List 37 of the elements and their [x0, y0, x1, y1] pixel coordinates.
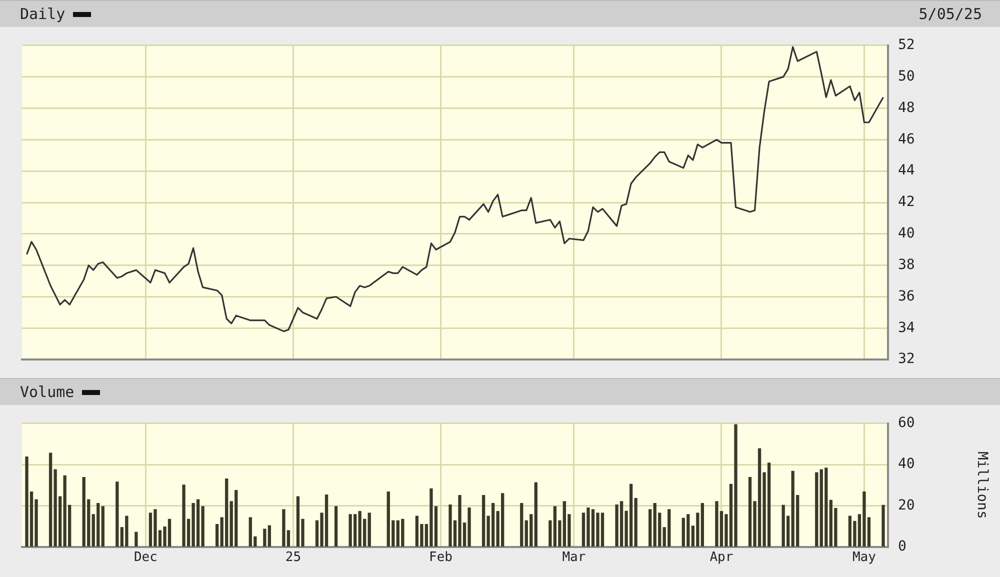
bar	[648, 509, 652, 547]
bar	[334, 506, 338, 547]
x-tick-label: 25	[285, 550, 302, 566]
x-tick-label: Mar	[562, 550, 586, 566]
y-tick-label: 44	[898, 162, 915, 179]
y-axis-title: Millions	[974, 451, 990, 519]
x-tick-label: Apr	[710, 550, 734, 566]
x-tick-label: May	[852, 550, 876, 566]
bar	[216, 524, 219, 547]
y-tick-label: 60	[898, 415, 915, 432]
bar	[368, 512, 371, 547]
text: 5/05/25	[918, 5, 982, 23]
bar	[520, 503, 524, 547]
y-tick-label: 20	[898, 497, 915, 514]
y-tick-label: 50	[898, 68, 915, 84]
bar	[815, 472, 818, 547]
y-tick-label: 36	[898, 288, 915, 304]
y-tick-label: 48	[898, 100, 915, 116]
y-tick-label: 40	[898, 456, 915, 472]
y-tick-label: 46	[898, 131, 915, 148]
bar	[548, 520, 552, 547]
y-tick-label: 52	[898, 37, 915, 54]
bar	[534, 482, 538, 547]
y-tick-label: 32	[898, 351, 915, 368]
bar	[134, 532, 138, 547]
chart-title: Volume	[20, 383, 74, 401]
y-tick-label: 0	[898, 538, 906, 555]
x-tick-label: Dec	[134, 550, 158, 566]
y-tick-label: 38	[898, 256, 915, 273]
y-tick-label: 34	[898, 320, 915, 336]
bar	[882, 504, 885, 547]
y-tick-label: 42	[898, 194, 915, 210]
y-tick-label: 40	[898, 226, 915, 242]
bar	[116, 482, 119, 547]
bar	[101, 506, 104, 547]
chart-title: Daily	[20, 5, 66, 23]
x-tick-label: Feb	[428, 550, 453, 566]
